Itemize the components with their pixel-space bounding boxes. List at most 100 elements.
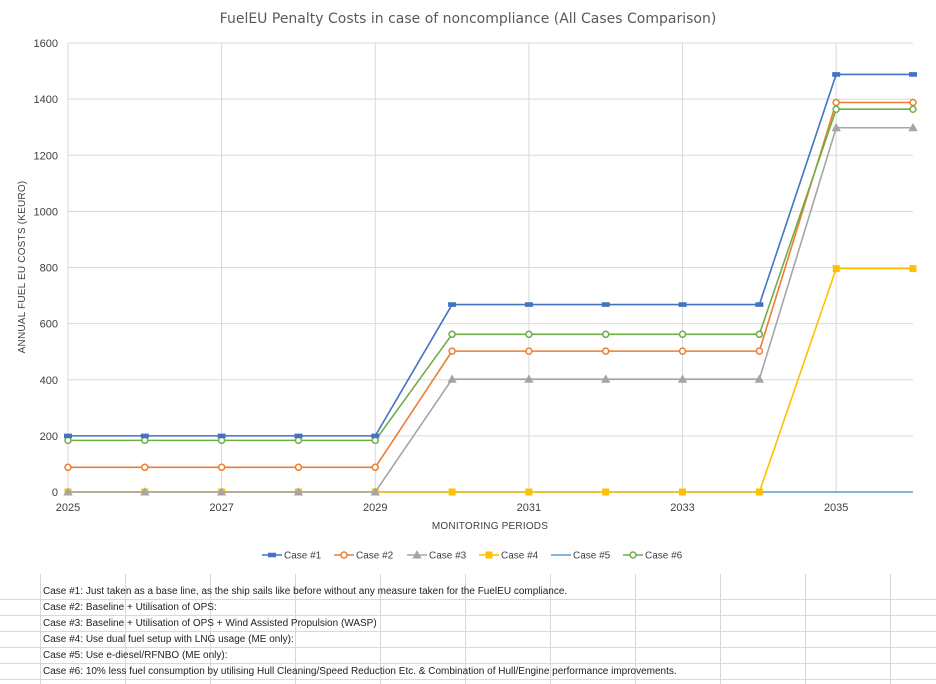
gridlines	[67, 42, 913, 493]
data-point	[678, 302, 687, 307]
data-point	[217, 463, 226, 472]
data-point	[909, 105, 917, 113]
data-point	[524, 374, 534, 383]
data-point	[755, 488, 763, 496]
data-point	[678, 330, 687, 339]
spreadsheet-notes: Case #1: Just taken as a base line, as t…	[0, 574, 936, 684]
sheet-column-line	[465, 574, 466, 684]
note-description: Use dual fuel setup with LNG usage (ME o…	[85, 634, 294, 645]
legend-item: Case #6	[623, 551, 683, 562]
series-6	[64, 105, 917, 445]
note-text: Case #5: Use e-diesel/RFNBO (ME only):	[43, 649, 228, 663]
x-axis-title: MONITORING PERIODS	[432, 521, 548, 532]
data-point	[64, 463, 72, 472]
legend-marker	[485, 551, 493, 559]
data-point	[448, 347, 456, 355]
data-point	[754, 374, 765, 383]
legend-label: Case #3	[429, 551, 467, 562]
legend-marker	[412, 550, 422, 559]
note-row[interactable]: Case #1: Just taken as a base line, as t…	[0, 584, 936, 600]
series-layer	[63, 72, 918, 496]
y-tick-label: 200	[40, 431, 58, 443]
data-point	[448, 488, 456, 496]
series-2	[64, 98, 917, 472]
data-point	[601, 302, 610, 307]
chart-title: FuelEU Penalty Costs in case of noncompl…	[220, 11, 717, 27]
data-point	[909, 72, 917, 77]
sheet-column-line	[550, 574, 551, 684]
legend-label: Case #4	[501, 551, 539, 562]
series-4	[64, 265, 917, 496]
legend-label: Case #1	[284, 551, 322, 562]
legend: Case #1 Case #2 Case #3 Case #4 Case #5 Case …	[262, 550, 683, 562]
y-tick-label: 600	[40, 319, 58, 331]
series-3	[63, 122, 918, 496]
data-point	[832, 72, 841, 77]
note-row[interactable]: Case #5: Use e-diesel/RFNBO (ME only):	[0, 648, 936, 664]
sheet-column-line	[380, 574, 381, 684]
y-tick-label: 1200	[34, 150, 58, 162]
x-tick-label: 2033	[670, 502, 694, 514]
sheet-column-line	[40, 574, 41, 684]
data-point	[525, 330, 533, 339]
data-point	[832, 265, 840, 273]
legend-marker	[340, 551, 348, 559]
data-point	[141, 436, 149, 445]
y-tick-label: 1600	[34, 38, 58, 50]
data-point	[908, 122, 918, 132]
note-text: Case #3: Baseline + Utilisation of OPS +…	[43, 617, 377, 631]
note-row[interactable]: Case #2: Baseline + Utilisation of OPS:	[0, 600, 936, 616]
data-point	[677, 374, 688, 383]
data-point	[370, 487, 380, 496]
series-line	[68, 267, 913, 493]
y-axis-title: ANNUAL FUEL EU COSTS (KEURO)	[17, 181, 28, 354]
sheet-column-line	[210, 574, 211, 684]
legend-marker	[268, 552, 276, 558]
data-point	[601, 330, 610, 339]
sheet-column-line	[890, 574, 891, 684]
legend-label: Case #5	[573, 551, 611, 562]
legend-item: Case #5	[551, 551, 611, 562]
legend-marker	[629, 551, 637, 559]
data-point	[371, 463, 380, 472]
data-point	[217, 433, 226, 439]
data-point	[755, 347, 764, 355]
data-point	[678, 347, 687, 355]
note-label: Case #5:	[43, 650, 84, 661]
sheet-column-line	[125, 574, 126, 684]
data-point	[140, 487, 150, 496]
data-point	[294, 463, 303, 472]
data-point	[602, 488, 610, 496]
x-tick-label: 2029	[363, 502, 387, 514]
series-line	[68, 108, 913, 442]
x-tick-labels: 2025 2027 2029 2031 2033 2035	[56, 502, 849, 514]
note-description: Just taken as a base line, as the ship s…	[85, 586, 568, 597]
data-point	[64, 433, 72, 439]
x-tick-label: 2027	[209, 502, 233, 514]
data-point	[755, 330, 764, 339]
data-point	[64, 436, 72, 445]
y-tick-label: 0	[52, 487, 58, 499]
note-description: 10% less fuel consumption by utilising H…	[85, 666, 677, 677]
note-row[interactable]: Case #3: Baseline + Utilisation of OPS +…	[0, 616, 936, 632]
y-tick-labels: 0 200 400 600 800 1000 1200 1400 1600	[34, 38, 58, 499]
note-row[interactable]: Case #4: Use dual fuel setup with LNG us…	[0, 632, 936, 648]
legend-item: Case #1	[262, 551, 322, 562]
note-text: Case #2: Baseline + Utilisation of OPS:	[43, 601, 217, 615]
data-point	[525, 488, 533, 496]
legend-label: Case #6	[645, 551, 683, 562]
data-point	[63, 487, 73, 496]
y-tick-label: 1000	[34, 206, 58, 218]
data-point	[601, 347, 610, 355]
y-tick-label: 800	[40, 263, 58, 275]
data-point	[832, 105, 840, 113]
series-line	[68, 73, 913, 437]
note-row[interactable]: Case #6: 10% less fuel consumption by ut…	[0, 664, 936, 680]
sheet-column-line	[635, 574, 636, 684]
data-point	[371, 433, 380, 439]
series-1	[64, 72, 917, 439]
data-point	[524, 302, 533, 307]
x-tick-label: 2025	[56, 502, 80, 514]
data-point	[601, 374, 611, 383]
data-point	[525, 347, 533, 355]
